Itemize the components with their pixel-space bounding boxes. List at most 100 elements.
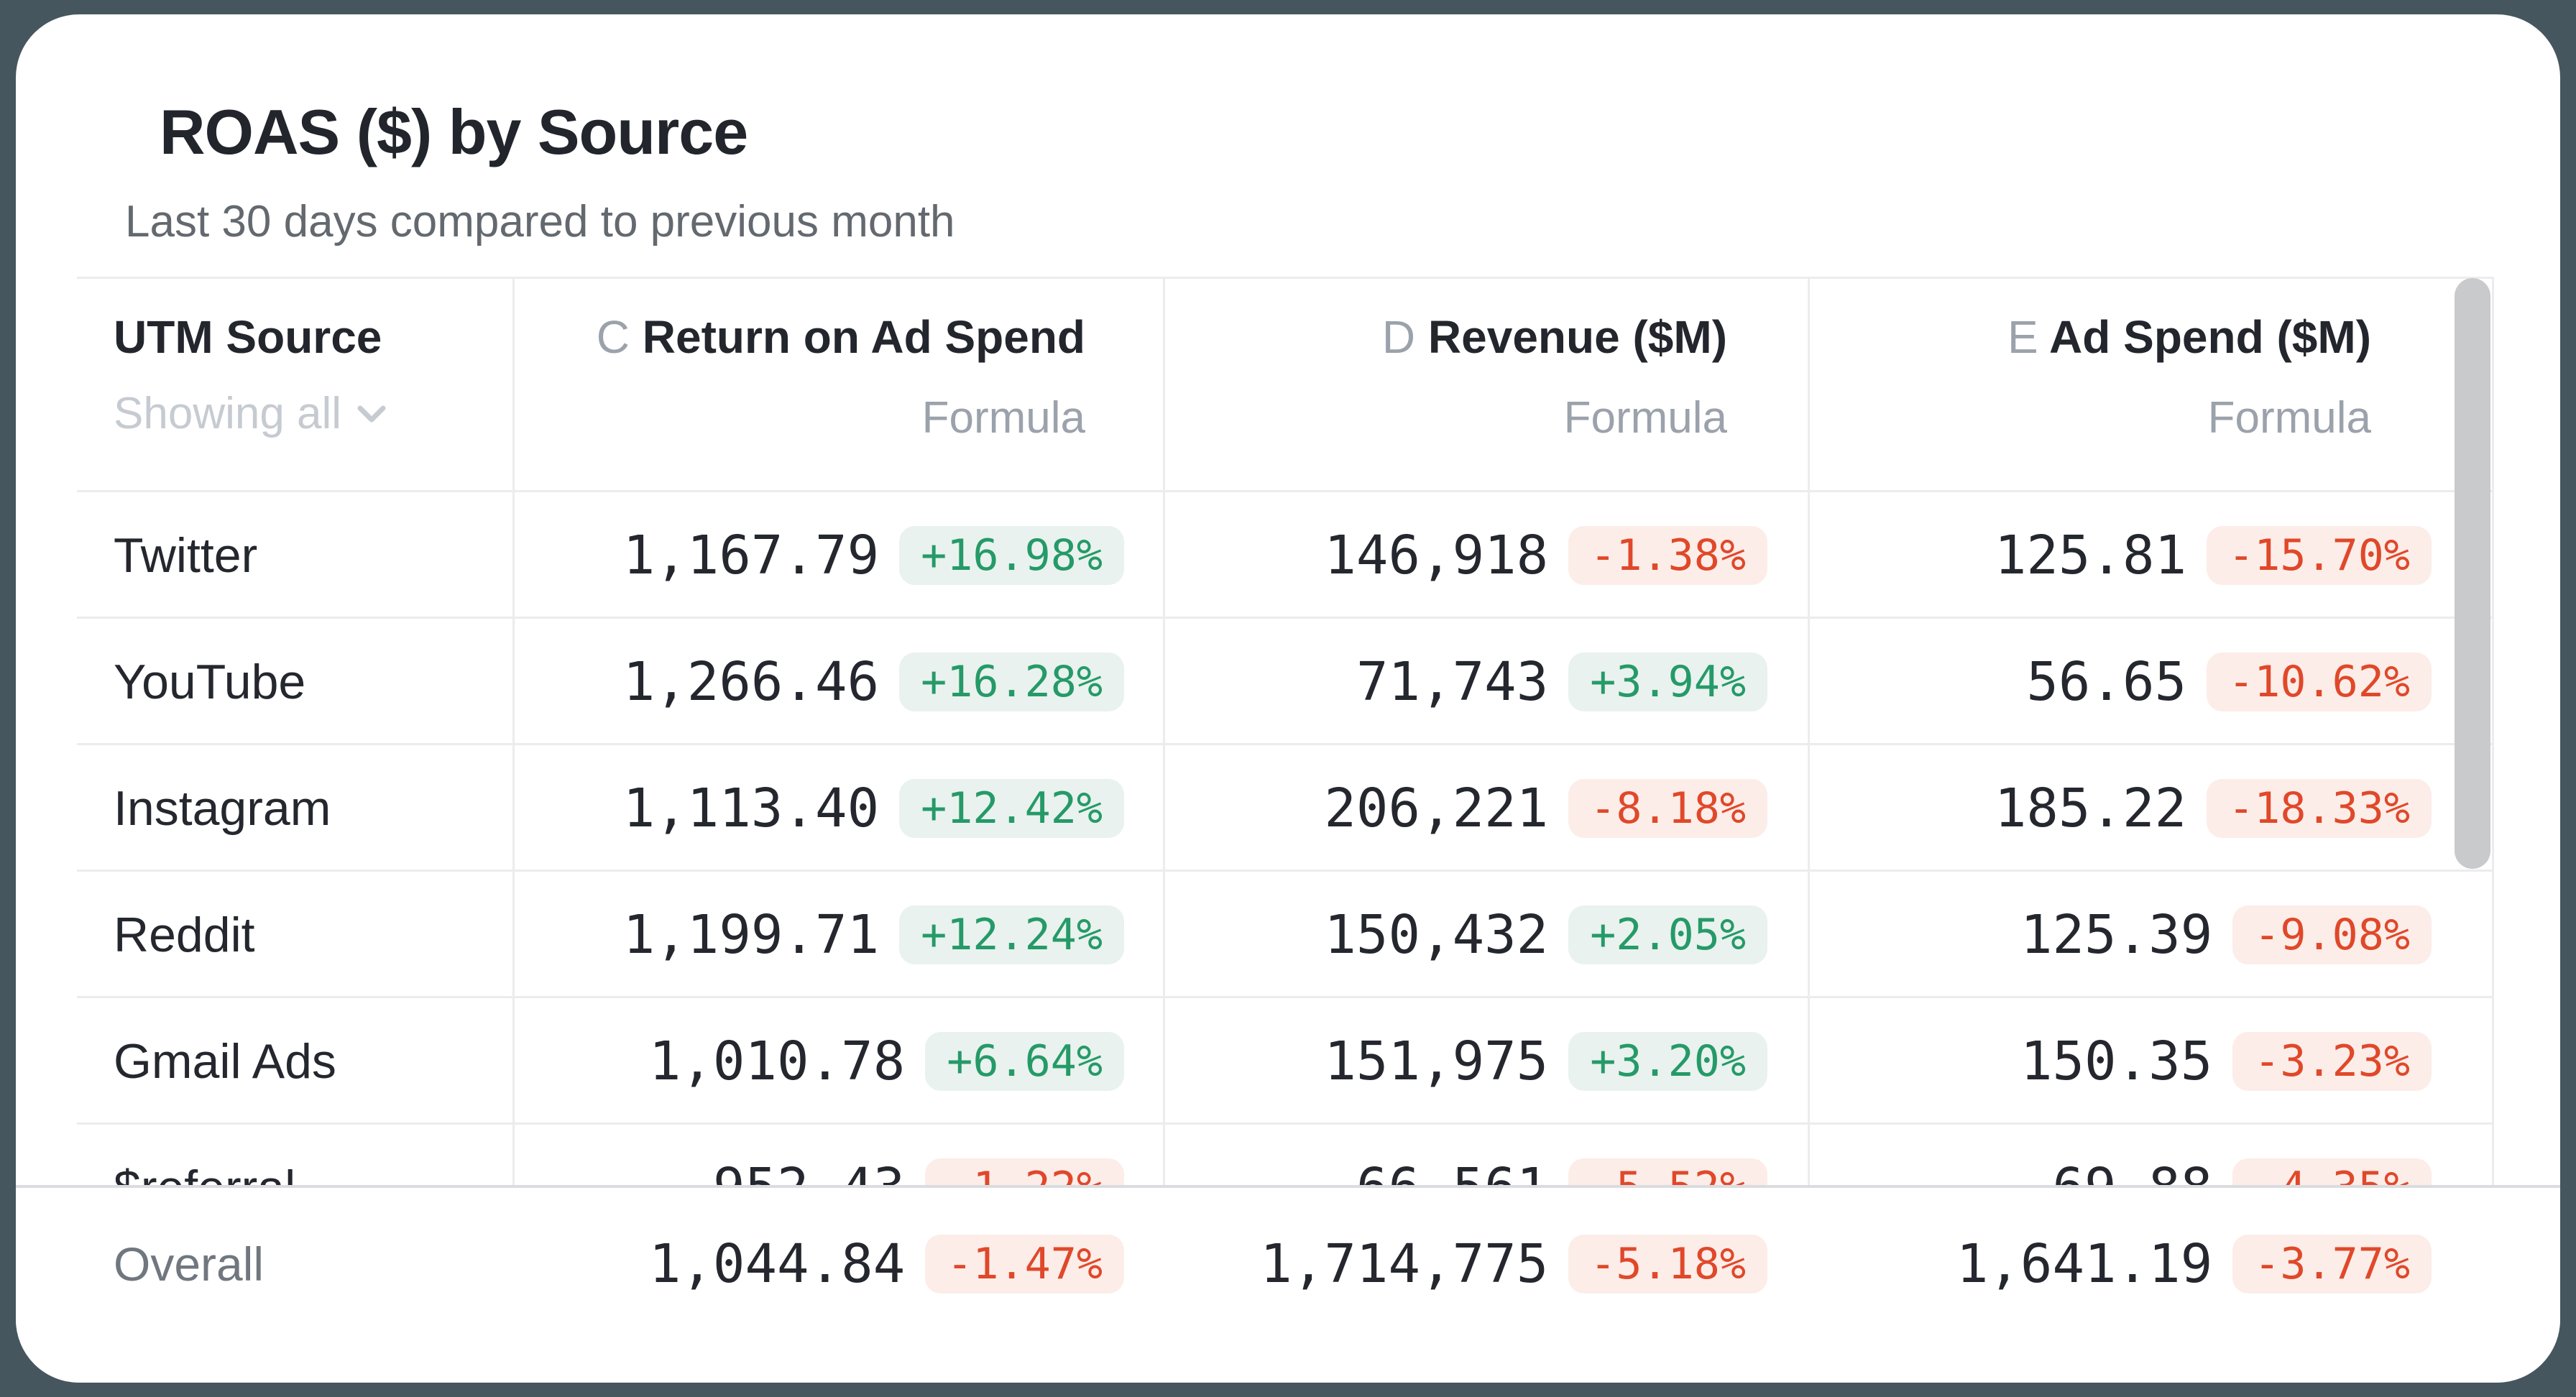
delta-badge: -15.70% — [2207, 526, 2432, 585]
row-source-label: $referral — [114, 1125, 295, 1185]
metric-value: 1,641.19 — [1956, 1233, 2213, 1295]
row-source-label: Gmail Ads — [114, 1034, 336, 1089]
delta-badge: -9.08% — [2232, 905, 2432, 964]
table-row: Gmail Ads 1,010.78 +6.64% 151,975 +3.20%… — [77, 998, 2492, 1125]
formula-label: Formula — [2207, 393, 2371, 443]
column-header-ad-spend[interactable]: E Ad Spend ($M) Formula — [1808, 279, 2492, 490]
metric-value: 952.43 — [713, 1157, 905, 1185]
table-row: Twitter 1,167.79 +16.98% 146,918 -1.38% … — [77, 492, 2492, 619]
metric-value: 1,199.71 — [622, 904, 880, 966]
row-source-label: Reddit — [114, 908, 255, 962]
metric-value: 146,918 — [1324, 525, 1549, 586]
cell-revenue: 146,918 -1.38% — [1163, 492, 1808, 619]
table-row: Reddit 1,199.71 +12.24% 150,432 +2.05% 1… — [77, 872, 2492, 998]
cell-revenue: 206,221 -8.18% — [1163, 745, 1808, 872]
column-letter: C — [596, 311, 630, 363]
delta-badge: -3.23% — [2232, 1032, 2432, 1091]
table-row: YouTube 1,266.46 +16.28% 71,743 +3.94% 5… — [77, 619, 2492, 745]
vertical-scrollbar-thumb[interactable] — [2455, 278, 2490, 869]
delta-badge: -4.35% — [2232, 1158, 2432, 1185]
metric-value: 125.39 — [2020, 904, 2213, 966]
column-header-revenue[interactable]: D Revenue ($M) Formula — [1163, 279, 1808, 490]
cell-ad-spend: 185.22 -18.33% — [1808, 745, 2492, 872]
delta-badge: -5.52% — [1568, 1158, 1767, 1185]
delta-badge: -8.18% — [1568, 779, 1767, 838]
delta-badge: +3.94% — [1568, 653, 1767, 711]
column-letter: E — [2007, 311, 2038, 363]
column-header-utm-source: UTM Source — [114, 311, 382, 363]
table-footer: Overall 1,044.84 -1.47% 1,714,775 -5.18%… — [16, 1185, 2560, 1383]
delta-badge: -5.18% — [1568, 1235, 1767, 1294]
widget-subtitle: Last 30 days compared to previous month — [125, 197, 955, 246]
delta-badge: -1.22% — [925, 1158, 1124, 1185]
metric-value: 1,167.79 — [622, 525, 880, 586]
delta-badge: +16.98% — [899, 526, 1124, 585]
cell-revenue: 71,743 +3.94% — [1163, 619, 1808, 745]
column-divider — [512, 277, 515, 1185]
cell-return-on-ad-spend: 1,167.79 +16.98% — [512, 492, 1163, 619]
delta-badge: -1.47% — [925, 1235, 1124, 1294]
column-label: Revenue ($M) — [1427, 311, 1727, 363]
delta-badge: -3.77% — [2232, 1235, 2432, 1294]
cell-ad-spend: 69.88 -4.35% — [1808, 1125, 2492, 1185]
metric-value: 150.35 — [2020, 1031, 2213, 1092]
overall-revenue: 1,714,775 -5.18% — [1163, 1201, 1808, 1327]
metric-value: 185.22 — [1994, 778, 2187, 839]
metric-value: 206,221 — [1324, 778, 1549, 839]
column-label: Ad Spend ($M) — [2049, 311, 2371, 363]
chevron-down-icon — [357, 405, 386, 422]
metric-value: 56.65 — [2026, 651, 2187, 713]
overall-label: Overall — [114, 1237, 264, 1291]
delta-badge: -1.38% — [1568, 526, 1767, 585]
metric-value: 1,010.78 — [648, 1031, 906, 1092]
source-filter-dropdown[interactable]: Showing all — [114, 388, 386, 439]
metric-value: 71,743 — [1356, 651, 1549, 713]
metric-value: 1,113.40 — [622, 778, 880, 839]
column-label: Return on Ad Spend — [642, 311, 1085, 363]
column-divider — [1808, 277, 1810, 1185]
cell-return-on-ad-spend: 1,266.46 +16.28% — [512, 619, 1163, 745]
row-source-label: Instagram — [114, 781, 331, 836]
overall-return-on-ad-spend: 1,044.84 -1.47% — [512, 1201, 1163, 1327]
delta-badge: -10.62% — [2207, 653, 2432, 711]
delta-badge: +3.20% — [1568, 1032, 1767, 1091]
delta-badge: -18.33% — [2207, 779, 2432, 838]
table-header: UTM Source Showing all C Return on Ad Sp… — [77, 277, 2492, 492]
metric-value: 1,044.84 — [648, 1233, 906, 1295]
cell-revenue: 151,975 +3.20% — [1163, 998, 1808, 1125]
column-letter: D — [1381, 311, 1416, 363]
formula-label: Formula — [1563, 393, 1727, 443]
metric-value: 1,714,775 — [1260, 1233, 1549, 1295]
table-right-border — [2492, 277, 2494, 1185]
metric-value: 150,432 — [1324, 904, 1549, 966]
delta-badge: +2.05% — [1568, 905, 1767, 964]
row-source-label: YouTube — [114, 655, 306, 709]
cell-return-on-ad-spend: 1,010.78 +6.64% — [512, 998, 1163, 1125]
cell-ad-spend: 150.35 -3.23% — [1808, 998, 2492, 1125]
roas-widget-card: ROAS ($) by Source Last 30 days compared… — [16, 14, 2560, 1383]
widget-title: ROAS ($) by Source — [160, 96, 748, 167]
delta-badge: +12.24% — [899, 905, 1124, 964]
cell-return-on-ad-spend: 1,113.40 +12.42% — [512, 745, 1163, 872]
cell-return-on-ad-spend: 1,199.71 +12.24% — [512, 872, 1163, 998]
metric-value: 125.81 — [1994, 525, 2187, 586]
metric-value: 151,975 — [1324, 1031, 1549, 1092]
delta-badge: +16.28% — [899, 653, 1124, 711]
source-filter-label: Showing all — [114, 389, 342, 438]
cell-revenue: 150,432 +2.05% — [1163, 872, 1808, 998]
metric-value: 66,561 — [1356, 1157, 1548, 1185]
delta-badge: +6.64% — [925, 1032, 1124, 1091]
table-row: Instagram 1,113.40 +12.42% 206,221 -8.18… — [77, 745, 2492, 872]
delta-badge: +12.42% — [899, 779, 1124, 838]
cell-revenue: 66,561 -5.52% — [1163, 1125, 1808, 1185]
metric-value: 69.88 — [2052, 1157, 2212, 1185]
formula-label: Formula — [921, 393, 1085, 443]
row-source-label: Twitter — [114, 528, 258, 583]
column-header-return-on-ad-spend[interactable]: C Return on Ad Spend Formula — [512, 279, 1163, 490]
cell-ad-spend: 125.81 -15.70% — [1808, 492, 2492, 619]
metric-value: 1,266.46 — [622, 651, 880, 713]
column-divider — [1163, 277, 1165, 1185]
table-body: Twitter 1,167.79 +16.98% 146,918 -1.38% … — [77, 492, 2492, 1185]
overall-ad-spend: 1,641.19 -3.77% — [1808, 1201, 2492, 1327]
